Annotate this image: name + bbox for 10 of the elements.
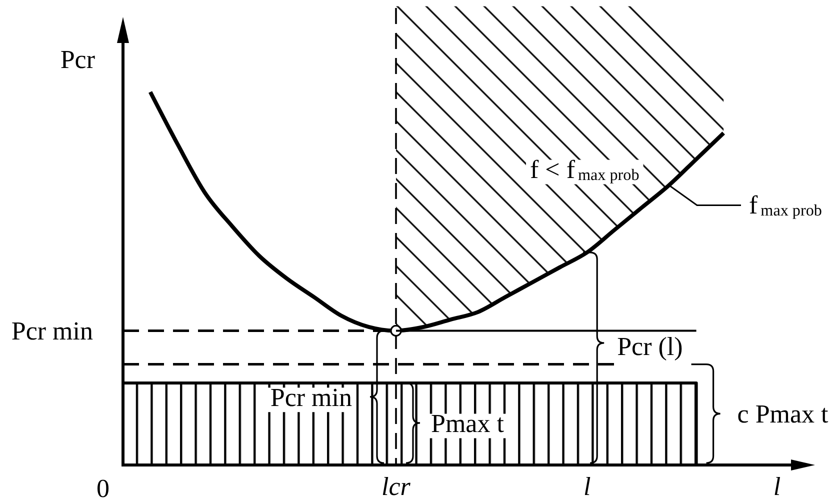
annotation: f < fmax prob bbox=[530, 155, 640, 184]
text: Pcr min bbox=[11, 316, 93, 346]
annotation: c Pmax t bbox=[737, 400, 830, 429]
text: 0 bbox=[96, 474, 110, 503]
annotation: fmax prob bbox=[749, 190, 822, 220]
annotation: Pmax t bbox=[431, 408, 505, 438]
annotation: Pcr min bbox=[270, 382, 352, 412]
annotation: Pcr (l) bbox=[617, 332, 683, 361]
y-axis-title: Pcr bbox=[60, 45, 96, 74]
x-tick-label: lcr bbox=[382, 472, 412, 501]
